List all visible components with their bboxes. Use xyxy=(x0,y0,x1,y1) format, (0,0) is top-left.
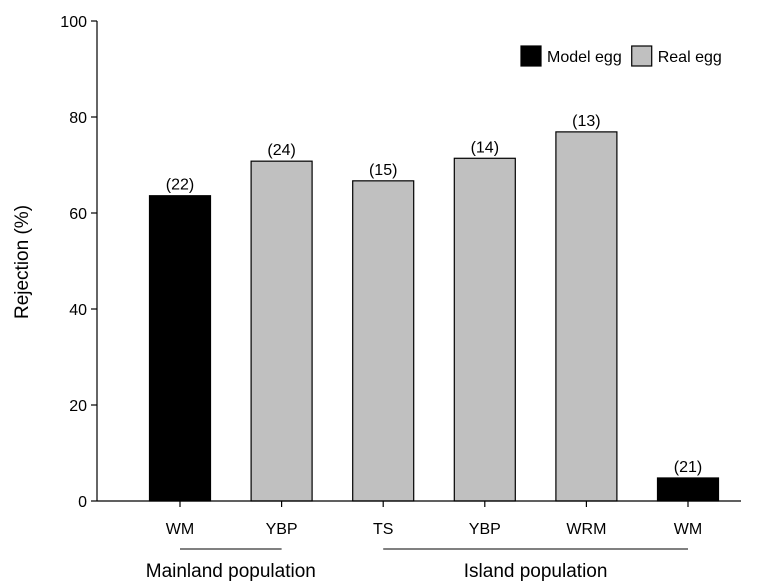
legend-swatch xyxy=(631,45,653,67)
bar xyxy=(656,477,720,502)
population-groups: Mainland population Island population xyxy=(146,548,688,582)
y-axis-label: Rejection (%) xyxy=(12,205,33,319)
sample-size-label: (21) xyxy=(674,459,702,476)
sample-size-label: (22) xyxy=(166,177,194,194)
x-tick-label: TS xyxy=(373,521,393,538)
bar xyxy=(148,195,212,502)
bars-layer xyxy=(148,131,720,502)
sample-size-label: (24) xyxy=(267,142,295,159)
legend-swatch xyxy=(520,45,542,67)
y-tick-label: 60 xyxy=(69,206,87,223)
y-tick-label: 100 xyxy=(60,14,87,31)
y-tick-label: 80 xyxy=(69,110,87,127)
y-tick-label: 0 xyxy=(78,494,87,511)
x-tick-label: WM xyxy=(166,521,194,538)
group-label: Mainland population xyxy=(146,561,316,582)
y-axis: 0 20 40 60 80 100 xyxy=(60,14,98,511)
sample-size-label: (14) xyxy=(471,139,499,156)
x-tick-label: YBP xyxy=(266,521,298,538)
bar xyxy=(250,160,313,502)
y-tick-label: 20 xyxy=(69,398,87,415)
sample-size-label: (15) xyxy=(369,162,397,179)
y-tick-label: 40 xyxy=(69,302,87,319)
x-tick-label: YBP xyxy=(469,521,501,538)
bar xyxy=(453,157,516,502)
bar xyxy=(555,131,618,502)
x-tick-label: WM xyxy=(674,521,702,538)
sample-size-labels: (22) (24) (15) (14) (13) (21) xyxy=(166,113,702,476)
x-axis: WM YBP TS YBP WRM WM xyxy=(97,500,741,538)
bar xyxy=(352,180,415,502)
x-tick-label: WRM xyxy=(566,521,606,538)
group-label: Island population xyxy=(464,561,608,582)
legend: Model egg Real egg xyxy=(520,45,722,67)
legend-label: Real egg xyxy=(658,49,722,66)
legend-label: Model egg xyxy=(547,49,622,66)
sample-size-label: (13) xyxy=(572,113,600,130)
